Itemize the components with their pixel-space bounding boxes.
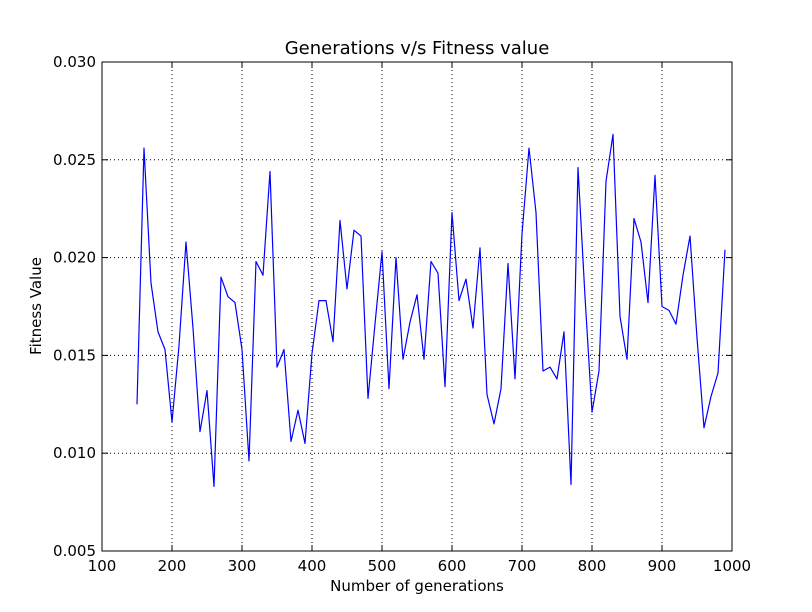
series-line	[136, 133, 726, 488]
x-tick-label: 100	[88, 557, 117, 575]
x-tick-label: 700	[508, 557, 537, 575]
x-tick-label: 200	[158, 557, 187, 575]
y-tick-label: 0.030	[53, 53, 96, 71]
x-tick-label: 500	[368, 557, 397, 575]
tick-labels: 100 200 300 400 500 600 700 800 900 1000 0.005 0.01…	[53, 53, 751, 575]
chart-title: Generations v/s Fitness value	[285, 38, 550, 59]
x-tick-label: 600	[438, 557, 467, 575]
x-tick-label: 300	[228, 557, 257, 575]
ticks	[101, 61, 733, 552]
y-tick-label: 0.020	[53, 249, 96, 267]
x-tick-label: 800	[578, 557, 607, 575]
y-tick-label: 0.010	[53, 444, 96, 462]
x-tick-label: 1000	[713, 557, 751, 575]
y-tick-label: 0.015	[53, 346, 96, 364]
x-tick-label: 400	[298, 557, 327, 575]
y-tick-label: 0.005	[53, 542, 96, 560]
y-axis-label: Fitness Value	[27, 257, 45, 355]
plot-frame	[101, 61, 733, 552]
x-tick-label: 900	[648, 557, 677, 575]
x-axis-label: Number of generations	[330, 577, 504, 595]
series-layer	[136, 133, 726, 488]
y-tick-label: 0.025	[53, 151, 96, 169]
